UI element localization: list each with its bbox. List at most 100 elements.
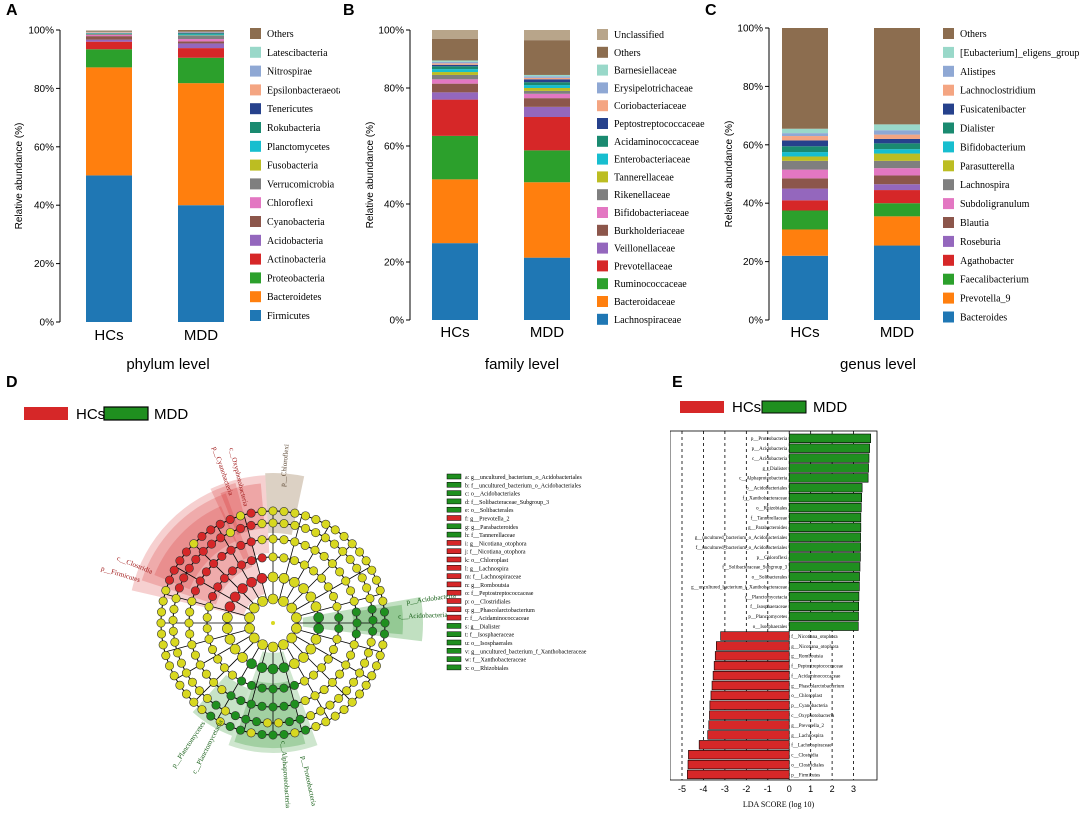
lda-bar xyxy=(714,651,790,661)
bar-segment-coriobacteriaceae xyxy=(432,63,478,65)
y-tick-label: 100% xyxy=(28,26,54,37)
lda-bar-label: g__uncultured_bacterium_o_Acidobacterial… xyxy=(695,536,788,541)
clade-node xyxy=(313,612,324,623)
key-label: w: f__Xanthobacteraceae xyxy=(465,657,526,664)
lda-bar xyxy=(788,433,872,443)
bar-segment-alistipes xyxy=(782,133,828,137)
bar-segment-rikenellaceae xyxy=(524,90,570,94)
clade-node xyxy=(352,618,362,628)
legend-label: Firmicutes xyxy=(267,311,310,322)
x-tick-label: 1 xyxy=(808,784,813,794)
lda-bar-label: g__Prevotella_2 xyxy=(791,724,824,729)
lda-bar-label: o__Chloroplast xyxy=(791,694,822,699)
clade-node xyxy=(329,539,339,549)
key-swatch xyxy=(446,614,462,621)
clade-node xyxy=(290,728,300,738)
lda-bar xyxy=(788,453,870,463)
clade-node xyxy=(158,596,168,606)
lda-bar-label: o__Solibacterales xyxy=(752,576,788,581)
clade-node xyxy=(320,533,330,543)
bar-segment-rokubacteria xyxy=(178,33,224,35)
clade-node xyxy=(279,729,289,739)
bar-segment-fusicatenibacter xyxy=(782,140,828,147)
legend-label: Rokubacteria xyxy=(267,123,321,134)
clade-node xyxy=(215,519,225,529)
bar-segment-others xyxy=(86,30,132,32)
legend-label: Lachnospiraceae xyxy=(614,315,682,326)
clade-node xyxy=(267,641,279,653)
clade-node xyxy=(224,634,236,645)
clade-node xyxy=(217,551,227,561)
clade-node xyxy=(268,552,278,562)
clade-node xyxy=(161,651,171,661)
legend-swatch xyxy=(943,235,954,247)
key-swatch xyxy=(446,490,462,496)
lda-bar xyxy=(788,502,862,513)
legend-label: Faecalibacterium xyxy=(960,275,1029,286)
legend-label: Prevotellaceae xyxy=(614,261,673,272)
legend-label: Prevotella_9 xyxy=(960,294,1011,305)
legend-swatch xyxy=(943,198,954,210)
clade-node xyxy=(295,714,305,724)
legend-swatch xyxy=(250,253,261,265)
bar-segment-subdoligranulum xyxy=(874,168,920,176)
clade-node xyxy=(247,680,257,690)
x-axis-label: LDA SCORE (log 10) xyxy=(743,800,815,809)
lda-bar xyxy=(788,493,863,503)
legend-label: Nitrospirae xyxy=(267,67,313,78)
bar-segment-tannerellaceae xyxy=(432,72,478,75)
clade-node xyxy=(379,607,389,617)
clade-node xyxy=(334,693,344,703)
y-tick-label: 60% xyxy=(743,140,763,151)
bar-segment-verrucomicrobia xyxy=(178,35,224,40)
x-category-label: HCs xyxy=(94,327,123,344)
x-category-label: MDD xyxy=(530,324,564,341)
bar-segment-others xyxy=(782,28,828,129)
clade-node xyxy=(346,650,356,660)
clade-node xyxy=(286,632,298,644)
clade-node xyxy=(289,576,300,588)
clade-node xyxy=(349,640,359,650)
bar-segment-proteobacteria xyxy=(86,49,132,68)
lda-bar-label: f__Peptostreptococcaceae xyxy=(791,665,844,670)
lda-bar-label: g__uncultured_bacterium_f_Xanthobacterac… xyxy=(691,585,788,590)
bar-segment-barnesiellaceae xyxy=(524,74,570,77)
legend-swatch xyxy=(943,28,954,39)
legend-label: Proteobacteria xyxy=(267,273,325,284)
legend-label: Others xyxy=(614,48,641,59)
y-tick-label: 0% xyxy=(749,316,764,327)
clade-node xyxy=(298,583,309,594)
clade-node xyxy=(279,507,289,517)
clade-node xyxy=(246,576,257,588)
clade-node xyxy=(190,586,200,596)
bar-segment-roseburia xyxy=(782,188,828,201)
x-axis-label: phylum level xyxy=(126,356,209,373)
y-tick-label: 40% xyxy=(743,199,763,210)
clade-node xyxy=(185,629,195,639)
clade-node xyxy=(197,705,207,715)
clade-node xyxy=(244,612,255,623)
bar-segment-lachnospiraceae xyxy=(524,257,570,320)
sector-acidobacteria xyxy=(302,596,423,642)
clade-node xyxy=(257,519,267,529)
bar-segment-others xyxy=(432,38,478,61)
clade-node xyxy=(247,556,257,566)
clade-node xyxy=(330,525,340,535)
key-label: l: g__Lachnospira xyxy=(465,566,509,572)
legend-label: Roseburia xyxy=(960,237,1001,248)
stacked-bar-chart-genus: 0% 20% 40% 60% 80% 100% Relative abundance (%)… xyxy=(724,24,1079,374)
clade-node xyxy=(252,717,262,727)
legend-label: Burkholderiaceae xyxy=(614,226,685,237)
lda-bar xyxy=(788,443,870,453)
legend-label: Others xyxy=(267,29,294,40)
clade-node xyxy=(367,565,377,575)
lda-bar xyxy=(788,512,862,523)
clade-node xyxy=(367,604,377,614)
clade-node xyxy=(290,520,300,530)
clade-node xyxy=(268,730,278,740)
key-label: f: g__Prevotella_2 xyxy=(465,516,510,523)
clade-node xyxy=(299,676,309,686)
legend-swatch xyxy=(597,64,608,76)
legend-label-hcs: HCs xyxy=(732,399,761,416)
panel-label-c: C xyxy=(705,2,717,19)
